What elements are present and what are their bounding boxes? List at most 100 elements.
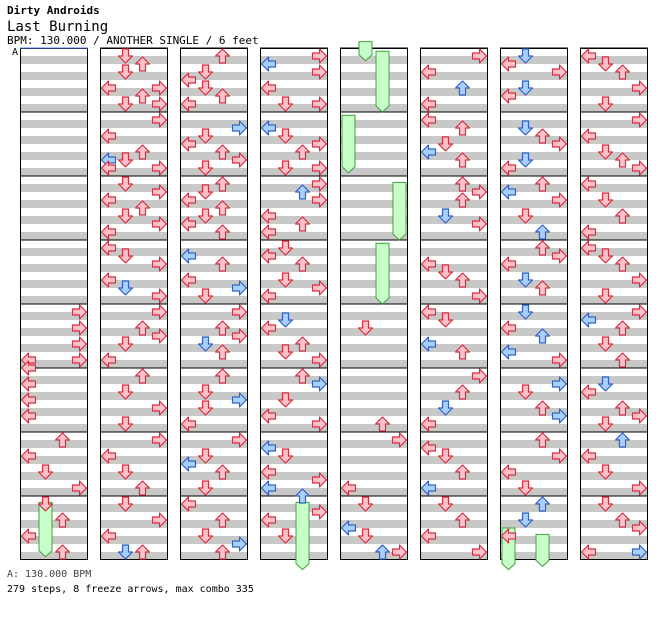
beat-band-light (20, 480, 88, 488)
beat-band-dark (100, 344, 168, 352)
step-arrow-down (597, 464, 614, 480)
step-arrow-down (197, 528, 214, 544)
beat-band-dark (500, 328, 568, 336)
step-arrow-right (231, 536, 248, 552)
step-arrow-left (100, 80, 117, 96)
beat-band-light (500, 48, 568, 56)
step-arrow-right (311, 192, 328, 208)
step-arrow-down (517, 48, 534, 64)
step-arrow-left (580, 312, 597, 328)
freeze-arrow (392, 181, 407, 241)
beat-band-light (20, 512, 88, 520)
step-arrow-right (231, 328, 248, 344)
beat-band-dark (100, 168, 168, 176)
beat-band-light (500, 240, 568, 248)
beat-band-dark (100, 216, 168, 224)
beat-band-dark (180, 360, 248, 368)
beat-band-light (500, 208, 568, 216)
beat-band-dark (580, 136, 648, 144)
beat-band-light (260, 368, 328, 376)
step-arrow-left (260, 208, 277, 224)
beat-band-dark (340, 360, 408, 368)
beat-band-light (340, 304, 408, 312)
beat-band-dark (260, 232, 328, 240)
beat-band-dark (580, 280, 648, 288)
beat-band-light (100, 48, 168, 56)
beat-band-light (260, 288, 328, 296)
beat-band-dark (500, 136, 568, 144)
beat-band-light (20, 160, 88, 168)
beat-band-dark (100, 120, 168, 128)
step-arrow-right (231, 280, 248, 296)
beat-band-light (180, 240, 248, 248)
step-arrow-down (597, 336, 614, 352)
beat-band-light (500, 336, 568, 344)
beat-band-light (500, 272, 568, 280)
beat-band-dark (420, 120, 488, 128)
beat-band-dark (20, 168, 88, 176)
song-artist: Dirty Androids (7, 4, 100, 17)
beat-band-light (260, 320, 328, 328)
beat-band-light (500, 288, 568, 296)
beat-band-light (580, 208, 648, 216)
step-arrow-up (614, 352, 631, 368)
step-arrow-left (340, 480, 357, 496)
beat-band-light (20, 416, 88, 424)
beat-band-dark (100, 104, 168, 112)
beat-band-dark (20, 504, 88, 512)
beat-band-light (500, 416, 568, 424)
beat-band-light (500, 496, 568, 504)
beat-band-light (580, 464, 648, 472)
beat-band-light (420, 352, 488, 360)
step-arrow-up (134, 544, 151, 560)
beat-band-dark (180, 264, 248, 272)
beat-band-light (580, 448, 648, 456)
beat-band-light (580, 256, 648, 264)
step-arrow-right (471, 216, 488, 232)
step-arrow-left (420, 64, 437, 80)
beat-band-dark (100, 88, 168, 96)
step-arrow-up (614, 256, 631, 272)
beat-band-light (580, 400, 648, 408)
step-arrow-down (117, 336, 134, 352)
beat-band-light (420, 272, 488, 280)
step-arrow-right (631, 544, 648, 560)
beat-band-light (260, 224, 328, 232)
step-arrow-right (311, 48, 328, 64)
step-arrow-down (197, 288, 214, 304)
beat-band-light (500, 112, 568, 120)
step-arrow-down (597, 248, 614, 264)
step-arrow-up (534, 432, 551, 448)
step-arrow-down (437, 400, 454, 416)
beat-band-dark (420, 184, 488, 192)
step-arrow-down (517, 80, 534, 96)
beat-band-dark (260, 280, 328, 288)
step-arrow-up (614, 152, 631, 168)
beat-band-light (100, 256, 168, 264)
beat-band-dark (500, 344, 568, 352)
beat-band-dark (100, 136, 168, 144)
step-arrow-down (117, 544, 134, 560)
step-arrow-left (100, 448, 117, 464)
step-arrow-right (311, 472, 328, 488)
beat-band-light (420, 432, 488, 440)
beat-band-light (580, 272, 648, 280)
beat-band-dark (420, 440, 488, 448)
beat-band-light (20, 528, 88, 536)
beat-band-dark (340, 552, 408, 560)
beat-band-dark (500, 552, 568, 560)
beat-band-light (180, 96, 248, 104)
beat-band-dark (180, 392, 248, 400)
beat-band-light (100, 192, 168, 200)
step-arrow-up (294, 256, 311, 272)
beat-band-dark (20, 328, 88, 336)
beat-band-light (260, 160, 328, 168)
step-arrow-down (117, 248, 134, 264)
beat-band-light (500, 64, 568, 72)
beat-band-dark (420, 472, 488, 480)
beat-band-light (20, 320, 88, 328)
beat-band-light (100, 240, 168, 248)
beat-band-light (260, 144, 328, 152)
step-arrow-right (231, 304, 248, 320)
beat-band-light (500, 544, 568, 552)
